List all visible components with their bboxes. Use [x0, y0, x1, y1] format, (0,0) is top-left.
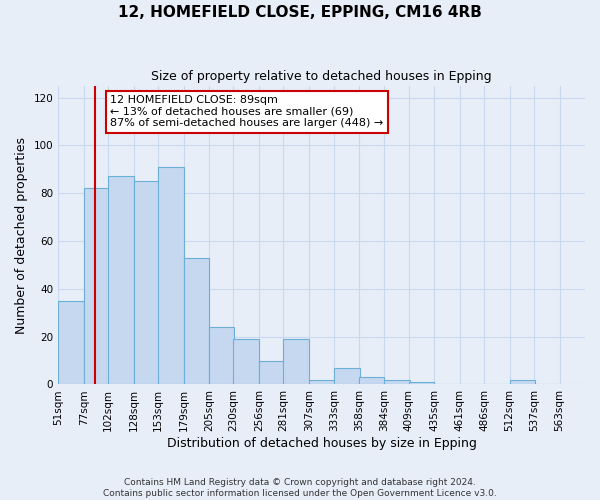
- Bar: [209, 327, 235, 384]
- Bar: [309, 380, 334, 384]
- Bar: [359, 378, 384, 384]
- Bar: [184, 258, 209, 384]
- Text: 12 HOMEFIELD CLOSE: 89sqm
← 13% of detached houses are smaller (69)
87% of semi-: 12 HOMEFIELD CLOSE: 89sqm ← 13% of detac…: [110, 95, 383, 128]
- Bar: [58, 301, 83, 384]
- Text: 12, HOMEFIELD CLOSE, EPPING, CM16 4RB: 12, HOMEFIELD CLOSE, EPPING, CM16 4RB: [118, 5, 482, 20]
- Bar: [334, 368, 360, 384]
- Bar: [83, 188, 109, 384]
- Bar: [259, 360, 284, 384]
- Bar: [283, 339, 309, 384]
- Bar: [409, 382, 434, 384]
- Title: Size of property relative to detached houses in Epping: Size of property relative to detached ho…: [151, 70, 492, 83]
- Bar: [233, 339, 259, 384]
- Text: Contains HM Land Registry data © Crown copyright and database right 2024.
Contai: Contains HM Land Registry data © Crown c…: [103, 478, 497, 498]
- Bar: [509, 380, 535, 384]
- Y-axis label: Number of detached properties: Number of detached properties: [15, 136, 28, 334]
- Bar: [384, 380, 410, 384]
- Bar: [134, 181, 159, 384]
- X-axis label: Distribution of detached houses by size in Epping: Distribution of detached houses by size …: [167, 437, 476, 450]
- Bar: [158, 167, 184, 384]
- Bar: [108, 176, 134, 384]
